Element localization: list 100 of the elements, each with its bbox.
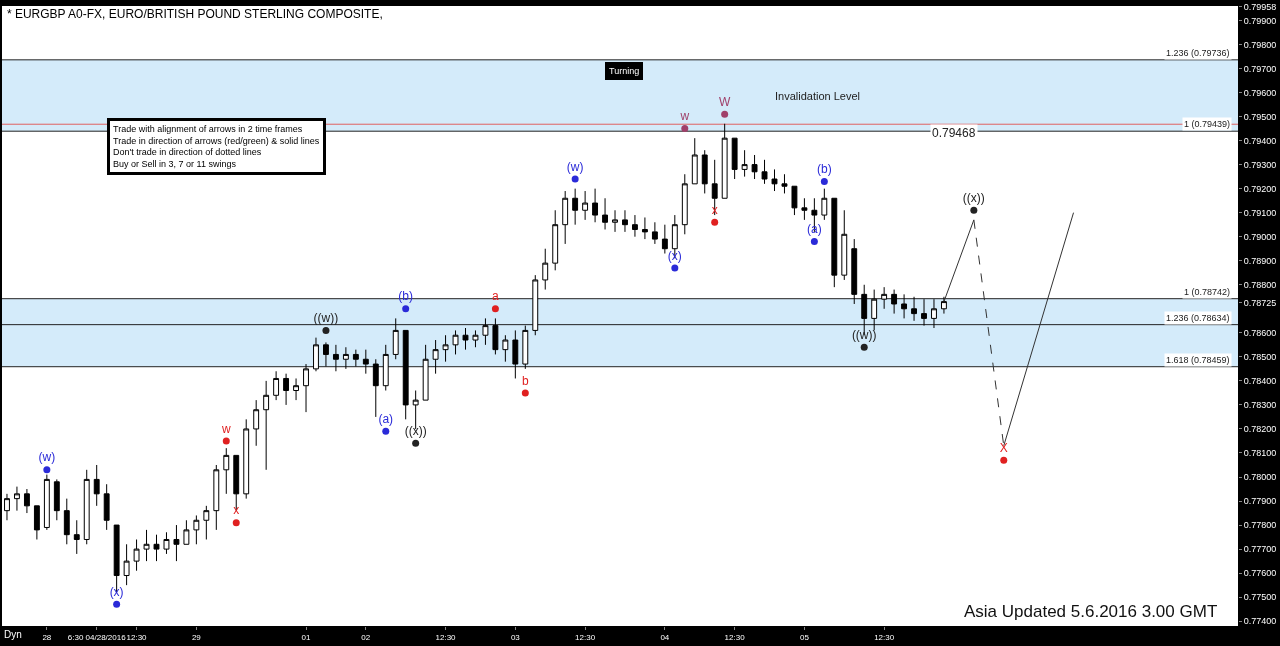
candlestick [422, 344, 429, 401]
candlestick [193, 514, 200, 545]
point [402, 305, 410, 313]
candlestick [941, 296, 947, 315]
candlestick [173, 524, 180, 562]
candlestick [143, 529, 150, 562]
candlestick [522, 325, 529, 370]
y-tick-label: 0.77700 [1243, 544, 1277, 555]
candlestick [313, 337, 319, 372]
candlestick [761, 159, 768, 185]
y-tick-label: 0.79700 [1243, 63, 1277, 74]
band-label: Invalidation Level [775, 90, 861, 102]
candlestick [392, 317, 399, 360]
candlestick [502, 334, 509, 363]
y-tick-label: 0.79300 [1243, 159, 1277, 170]
candlestick [512, 329, 519, 379]
chart-title: * EURGBP A0-FX, EURO/BRITISH POUND STERLING COMPOSITE, [6, 6, 383, 21]
x-tick-label: 12:30 [874, 632, 895, 642]
candlestick [891, 289, 898, 315]
candlestick [273, 370, 280, 401]
y-tick-label: 0.77900 [1243, 496, 1277, 507]
candlestick [701, 149, 708, 194]
candlestick [691, 137, 698, 185]
text: Dyn [4, 629, 22, 640]
y-tick-label: 0.79900 [1243, 15, 1277, 26]
candlestick [283, 373, 290, 406]
y-tick-label: 0.78200 [1243, 424, 1277, 435]
candlestick [661, 224, 668, 255]
candlestick [542, 248, 549, 291]
candlestick [43, 474, 50, 531]
point [571, 175, 579, 183]
y-tick-label: 0.77400 [1243, 616, 1277, 627]
point [681, 125, 689, 133]
candlestick [681, 173, 688, 235]
y-tick-label: 0.77600 [1243, 568, 1277, 579]
candlestick [602, 197, 608, 230]
candlestick [253, 399, 260, 447]
x-tick-label: 05 [799, 632, 810, 642]
candlestick [163, 531, 170, 555]
y-tick-label: 0.78000 [1243, 472, 1277, 483]
x-tick-label: 12:30 [126, 632, 148, 642]
candlestick [103, 483, 110, 531]
ref-line-label: 1.236 (0.78634) [1166, 313, 1230, 323]
x-tick-label: 12:30 [724, 632, 746, 642]
point [382, 427, 390, 435]
candlestick [402, 329, 409, 420]
candlestick [14, 486, 20, 512]
candlestick [841, 209, 848, 281]
data-label: ((x)) [962, 190, 985, 205]
data-label: x [233, 503, 240, 518]
data-label: (w) [38, 450, 56, 465]
data-label: (x) [109, 584, 124, 599]
x-tick-label: 28 [42, 632, 52, 642]
point [820, 177, 828, 185]
candlestick [123, 543, 130, 586]
candlestick [791, 185, 798, 216]
point [970, 206, 978, 214]
candlestick [382, 344, 389, 391]
candlestick [183, 519, 190, 545]
y-tick-label: 0.78100 [1243, 448, 1277, 459]
data-label: (w) [566, 159, 584, 174]
candlestick [93, 464, 100, 507]
y-tick-label: 0.78300 [1243, 400, 1277, 411]
point [322, 326, 330, 334]
candlestick [641, 216, 648, 240]
candlestick [83, 469, 90, 545]
candlestick [572, 188, 579, 226]
point [721, 110, 729, 118]
x-tick-label: 04 [660, 632, 670, 642]
annotation: Trade with alignment of arrows in 2 time frames Trade in direction of arrows (red/green) & solid lines Don't trade in direction of dotted lines Buy or Sell in 3, 7 or 11 swings [113, 124, 320, 170]
ref-line-label: 1.236 (0.79736) [1166, 48, 1230, 58]
point [711, 218, 719, 226]
candlestick [492, 317, 499, 355]
y-tick-label: 0.78500 [1243, 352, 1277, 362]
candlestick [223, 447, 230, 495]
y-tick-label: 0.79500 [1243, 111, 1277, 122]
candlestick [213, 464, 220, 531]
annotation: Turning [609, 66, 640, 76]
candlestick [432, 339, 439, 375]
point [113, 600, 121, 608]
y-tick-label: 0.79400 [1243, 135, 1277, 146]
candlestick [881, 286, 888, 310]
x-tick-label: 6:30 04/28/2016 [67, 632, 127, 642]
candlestick [352, 349, 359, 367]
candlestick [911, 296, 917, 322]
candlestick [362, 349, 369, 375]
point [521, 389, 529, 397]
candlestick [731, 137, 738, 180]
candlestick [23, 488, 30, 514]
candlestick [871, 289, 878, 331]
data-label: w [679, 109, 690, 124]
point [232, 519, 240, 527]
candlestick [462, 327, 469, 351]
candlestick [612, 209, 618, 233]
point [860, 343, 868, 351]
candlestick [263, 380, 270, 471]
candlestick [472, 329, 479, 348]
candlestick [622, 209, 628, 233]
point [1000, 456, 1008, 464]
candlestick [243, 418, 250, 500]
